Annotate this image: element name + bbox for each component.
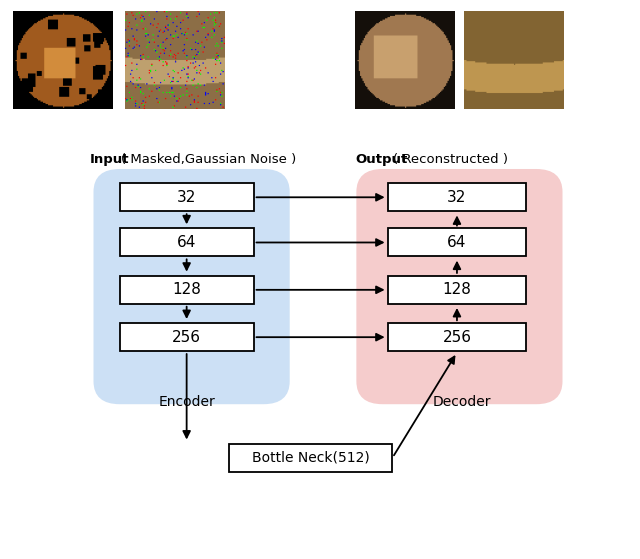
FancyBboxPatch shape [388,229,527,257]
Text: Encoder: Encoder [158,395,215,409]
FancyBboxPatch shape [120,276,253,304]
FancyBboxPatch shape [95,170,289,403]
Text: Bottle Neck(512): Bottle Neck(512) [252,451,369,465]
FancyBboxPatch shape [358,170,561,403]
Text: Input: Input [90,153,129,166]
Text: Decoder: Decoder [433,395,491,409]
FancyBboxPatch shape [388,323,527,351]
FancyBboxPatch shape [120,323,253,351]
Text: 256: 256 [442,330,472,345]
Text: 64: 64 [447,235,467,250]
Text: ( Masked,Gaussian Noise ): ( Masked,Gaussian Noise ) [121,153,296,166]
FancyBboxPatch shape [229,444,392,472]
Text: 32: 32 [447,190,467,205]
Text: 128: 128 [442,282,472,297]
Text: Output: Output [355,153,408,166]
Text: 128: 128 [172,282,201,297]
FancyBboxPatch shape [120,183,253,211]
FancyBboxPatch shape [388,183,527,211]
FancyBboxPatch shape [388,276,527,304]
Text: 64: 64 [177,235,196,250]
Text: 32: 32 [177,190,196,205]
FancyBboxPatch shape [120,229,253,257]
Text: ( Reconstructed ): ( Reconstructed ) [394,153,508,166]
Text: 256: 256 [172,330,201,345]
